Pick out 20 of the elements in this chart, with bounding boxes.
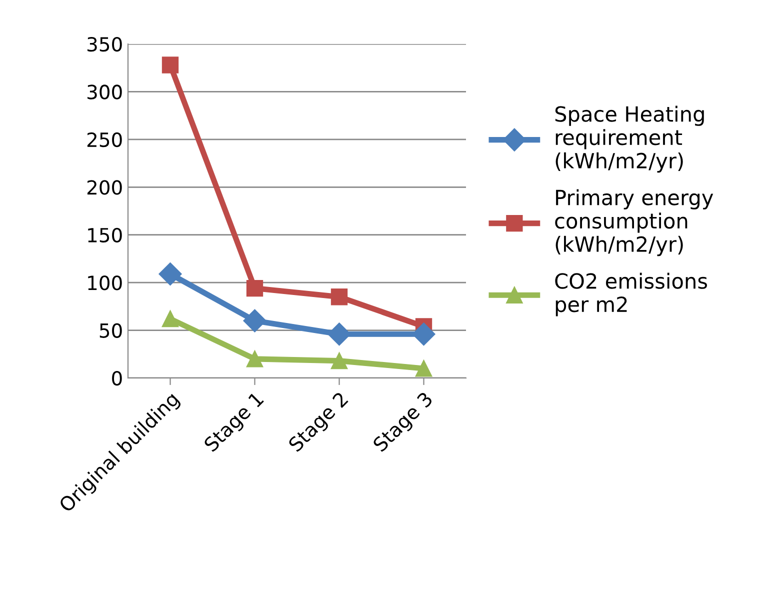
legend-label: Primary energy consumption (kWh/m2/yr) [555, 189, 714, 256]
y-tick-label: 200 [87, 180, 122, 195]
y-tick-label: 350 [88, 36, 122, 52]
point [330, 288, 348, 306]
y-tick-label: 50 [100, 323, 122, 338]
legend-label: Space Heating requirement (kWh/m2/yr) [555, 106, 704, 173]
y-tick-label: 100 [88, 276, 122, 290]
y-tick-label: 0 [112, 370, 122, 386]
point [243, 309, 266, 332]
y-tick-label: 250 [87, 132, 122, 148]
y-tick-label: 150 [88, 228, 122, 243]
legend-label: CO2 emissions per m2 [555, 272, 708, 316]
point [162, 56, 179, 74]
point [158, 262, 182, 286]
point [246, 350, 264, 368]
point [330, 352, 348, 370]
point [162, 310, 179, 328]
point [246, 280, 264, 297]
y-tick-label: 300 [88, 84, 122, 100]
point [415, 360, 432, 377]
